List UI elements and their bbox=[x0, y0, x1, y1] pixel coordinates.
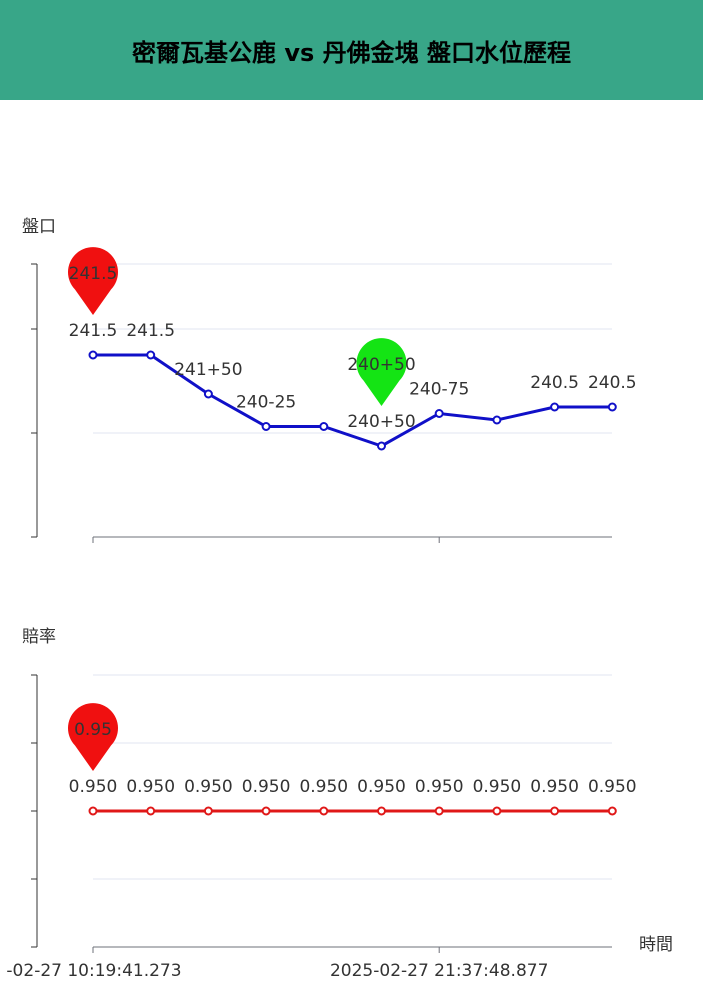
value-label: 240-75 bbox=[409, 380, 469, 400]
value-label: 240+50 bbox=[347, 412, 415, 432]
value-label: 240-25 bbox=[236, 393, 296, 413]
point bbox=[607, 402, 617, 412]
point bbox=[492, 415, 502, 425]
value-label: 240.5 bbox=[588, 373, 637, 393]
value-label: 241.5 bbox=[126, 321, 175, 341]
point bbox=[434, 806, 444, 816]
value-label: 0.950 bbox=[473, 777, 522, 797]
point bbox=[203, 806, 213, 816]
mark-pin-label: 240+50 bbox=[347, 355, 415, 375]
point bbox=[261, 806, 271, 816]
value-label: 240.5 bbox=[530, 373, 579, 393]
x-tick-label: -02-27 10:19:41.273 bbox=[6, 961, 181, 981]
point bbox=[146, 806, 156, 816]
point bbox=[319, 422, 329, 431]
mark-pin bbox=[68, 247, 118, 315]
value-label: 0.950 bbox=[588, 777, 637, 797]
x-axis-name: 時間 bbox=[639, 935, 673, 955]
x-tick-label: 2025-02-27 21:37:48.877 bbox=[330, 961, 548, 981]
y-axis-name: 盤口 bbox=[22, 217, 56, 237]
mark-pin-label: 241.5 bbox=[69, 264, 118, 284]
value-label: 0.950 bbox=[69, 777, 118, 797]
value-label: 0.950 bbox=[299, 777, 348, 797]
value-label: 0.950 bbox=[357, 777, 406, 797]
line bbox=[93, 353, 613, 448]
point bbox=[88, 806, 98, 816]
point bbox=[261, 422, 271, 431]
value-label: 0.950 bbox=[184, 777, 233, 797]
point bbox=[203, 389, 213, 399]
point bbox=[607, 806, 617, 816]
point bbox=[550, 402, 560, 412]
value-label: 241+50 bbox=[174, 360, 242, 380]
value-label: 0.950 bbox=[126, 777, 175, 797]
mark-pin bbox=[356, 338, 407, 406]
value-label: 0.950 bbox=[530, 777, 579, 797]
point bbox=[377, 441, 386, 451]
mark-pin-label: 0.95 bbox=[74, 720, 112, 740]
value-label: 0.950 bbox=[415, 777, 464, 797]
point bbox=[146, 350, 156, 360]
point bbox=[377, 806, 386, 816]
y-axis-name: 賠率 bbox=[22, 627, 56, 647]
point bbox=[88, 350, 98, 360]
chart: 盤口 241.5 241.5 241+50 240-25 240+50 240-75 240.… bbox=[6, 217, 673, 981]
value-label: 241.5 bbox=[69, 321, 118, 341]
mark-pin bbox=[68, 703, 118, 771]
header-title: 密爾瓦基公鹿 vs 丹佛金塊 盤口水位歷程 bbox=[0, 0, 703, 100]
point bbox=[550, 806, 560, 816]
point bbox=[434, 409, 444, 418]
point bbox=[319, 806, 329, 816]
point bbox=[492, 806, 502, 816]
value-label: 0.950 bbox=[242, 777, 291, 797]
